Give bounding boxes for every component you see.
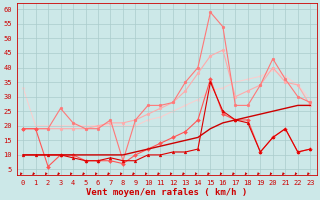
X-axis label: Vent moyen/en rafales ( km/h ): Vent moyen/en rafales ( km/h )	[86, 188, 247, 197]
